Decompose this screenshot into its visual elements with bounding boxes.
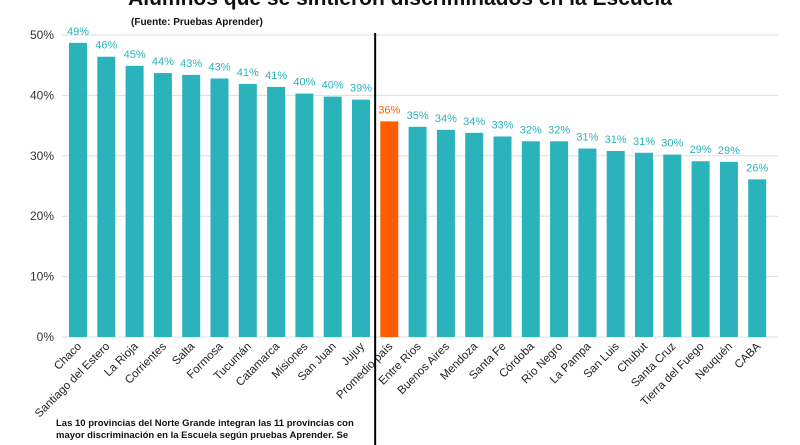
data-label: 29% — [690, 144, 712, 156]
bar — [748, 179, 767, 337]
data-label: 46% — [95, 40, 117, 52]
chart-subtitle: (Fuente: Pruebas Aprender) — [131, 17, 263, 28]
bar — [606, 150, 625, 337]
bar — [493, 136, 512, 337]
bar — [465, 132, 484, 337]
data-label: 31% — [633, 136, 655, 148]
data-label: 26% — [746, 162, 768, 174]
bar — [125, 65, 144, 337]
data-label: 40% — [322, 80, 344, 92]
y-tick-label: 10% — [30, 270, 54, 284]
bar — [635, 152, 653, 337]
bar — [352, 99, 370, 338]
data-label: 36% — [378, 104, 400, 116]
data-label: 41% — [265, 70, 287, 82]
data-label: 32% — [548, 124, 570, 136]
y-tick-label: 50% — [30, 28, 54, 42]
data-label: 40% — [293, 77, 315, 89]
data-label: 31% — [576, 132, 598, 144]
data-label: 31% — [605, 134, 627, 146]
bars — [69, 42, 767, 338]
chart-title: Alumnos que se sintieron discriminados e… — [0, 0, 800, 11]
bar — [323, 96, 342, 337]
x-tick-label: CABA — [733, 340, 764, 371]
data-label: 41% — [237, 67, 259, 79]
bar — [663, 154, 682, 337]
bar — [719, 161, 738, 337]
footnote-line-1: Las 10 provincias del Norte Grande integ… — [56, 418, 354, 429]
data-label: 34% — [435, 113, 457, 125]
bar — [69, 42, 87, 338]
data-label: 33% — [491, 119, 513, 131]
bar — [238, 83, 257, 337]
y-tick-label: 30% — [30, 149, 54, 163]
data-label: 49% — [67, 26, 89, 38]
footnote: Las 10 provincias del Norte Grande integ… — [56, 418, 386, 442]
footnote-line-2: mayor discriminación en la Escuela según… — [56, 430, 349, 441]
data-label: 43% — [208, 61, 230, 73]
bar — [408, 126, 427, 337]
bar — [380, 121, 399, 337]
bar — [691, 161, 710, 337]
bar — [267, 86, 286, 337]
data-label: 29% — [718, 145, 740, 157]
y-tick-label: 0% — [37, 330, 55, 344]
y-tick-label: 20% — [30, 209, 54, 223]
data-label: 35% — [407, 110, 429, 122]
bar — [295, 93, 314, 337]
y-axis: 0% 10% 20% 30% 40% 50% — [30, 28, 54, 344]
bar — [210, 78, 229, 337]
y-tick-label: 40% — [30, 88, 54, 102]
bar — [578, 148, 597, 337]
bar — [182, 74, 201, 337]
bar — [436, 129, 455, 337]
bar — [153, 73, 172, 337]
bar — [97, 56, 116, 338]
data-label: 39% — [350, 83, 372, 95]
bar — [521, 141, 540, 337]
bar — [550, 141, 569, 337]
value-labels: 49% 46% 45% 44% 43% 43% 41% 41% 40% 40% 39% 36% 35% 3… — [67, 26, 768, 175]
data-label: 45% — [124, 49, 146, 61]
data-label: 44% — [152, 56, 174, 68]
data-label: 34% — [463, 116, 485, 128]
data-label: 43% — [180, 58, 202, 70]
data-label: 32% — [520, 124, 542, 136]
data-label: 30% — [661, 138, 683, 150]
